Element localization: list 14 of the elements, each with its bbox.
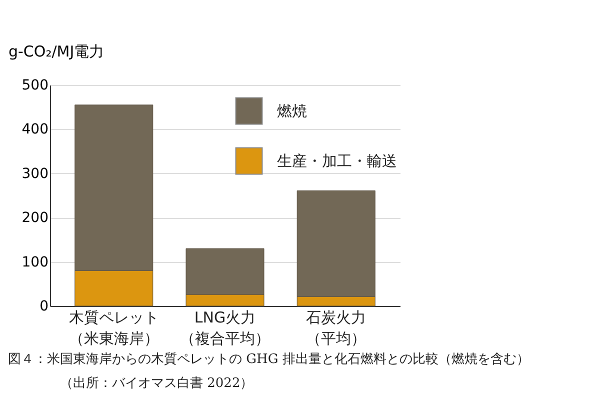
legend-label: 燃焼: [277, 102, 307, 120]
y-tick-label: 500: [22, 78, 48, 94]
y-tick-label: 100: [22, 254, 48, 270]
y-tick-label: 0: [40, 298, 48, 314]
caption: 図４：米国東海岸からの木質ペレットの GHG 排出量と化石燃料との比較（燃焼を含む）: [8, 351, 530, 369]
text: （出所：バイオマス白書 2022）: [59, 375, 254, 393]
y-tick-label: 200: [22, 210, 48, 226]
x-tick-label: 木質ペレット（米東海岸）: [68, 308, 159, 348]
x-tick-label: LNG火力（複合平均）: [180, 308, 270, 348]
y-tick-label: 400: [22, 122, 48, 138]
legend-label: 生産・加工・輸送: [277, 152, 397, 170]
x-tick-label: 石炭火力（平均）: [306, 308, 366, 348]
y-tick-label: 300: [22, 166, 48, 182]
y-axis-title: g-CO₂/MJ電力: [8, 42, 104, 60]
